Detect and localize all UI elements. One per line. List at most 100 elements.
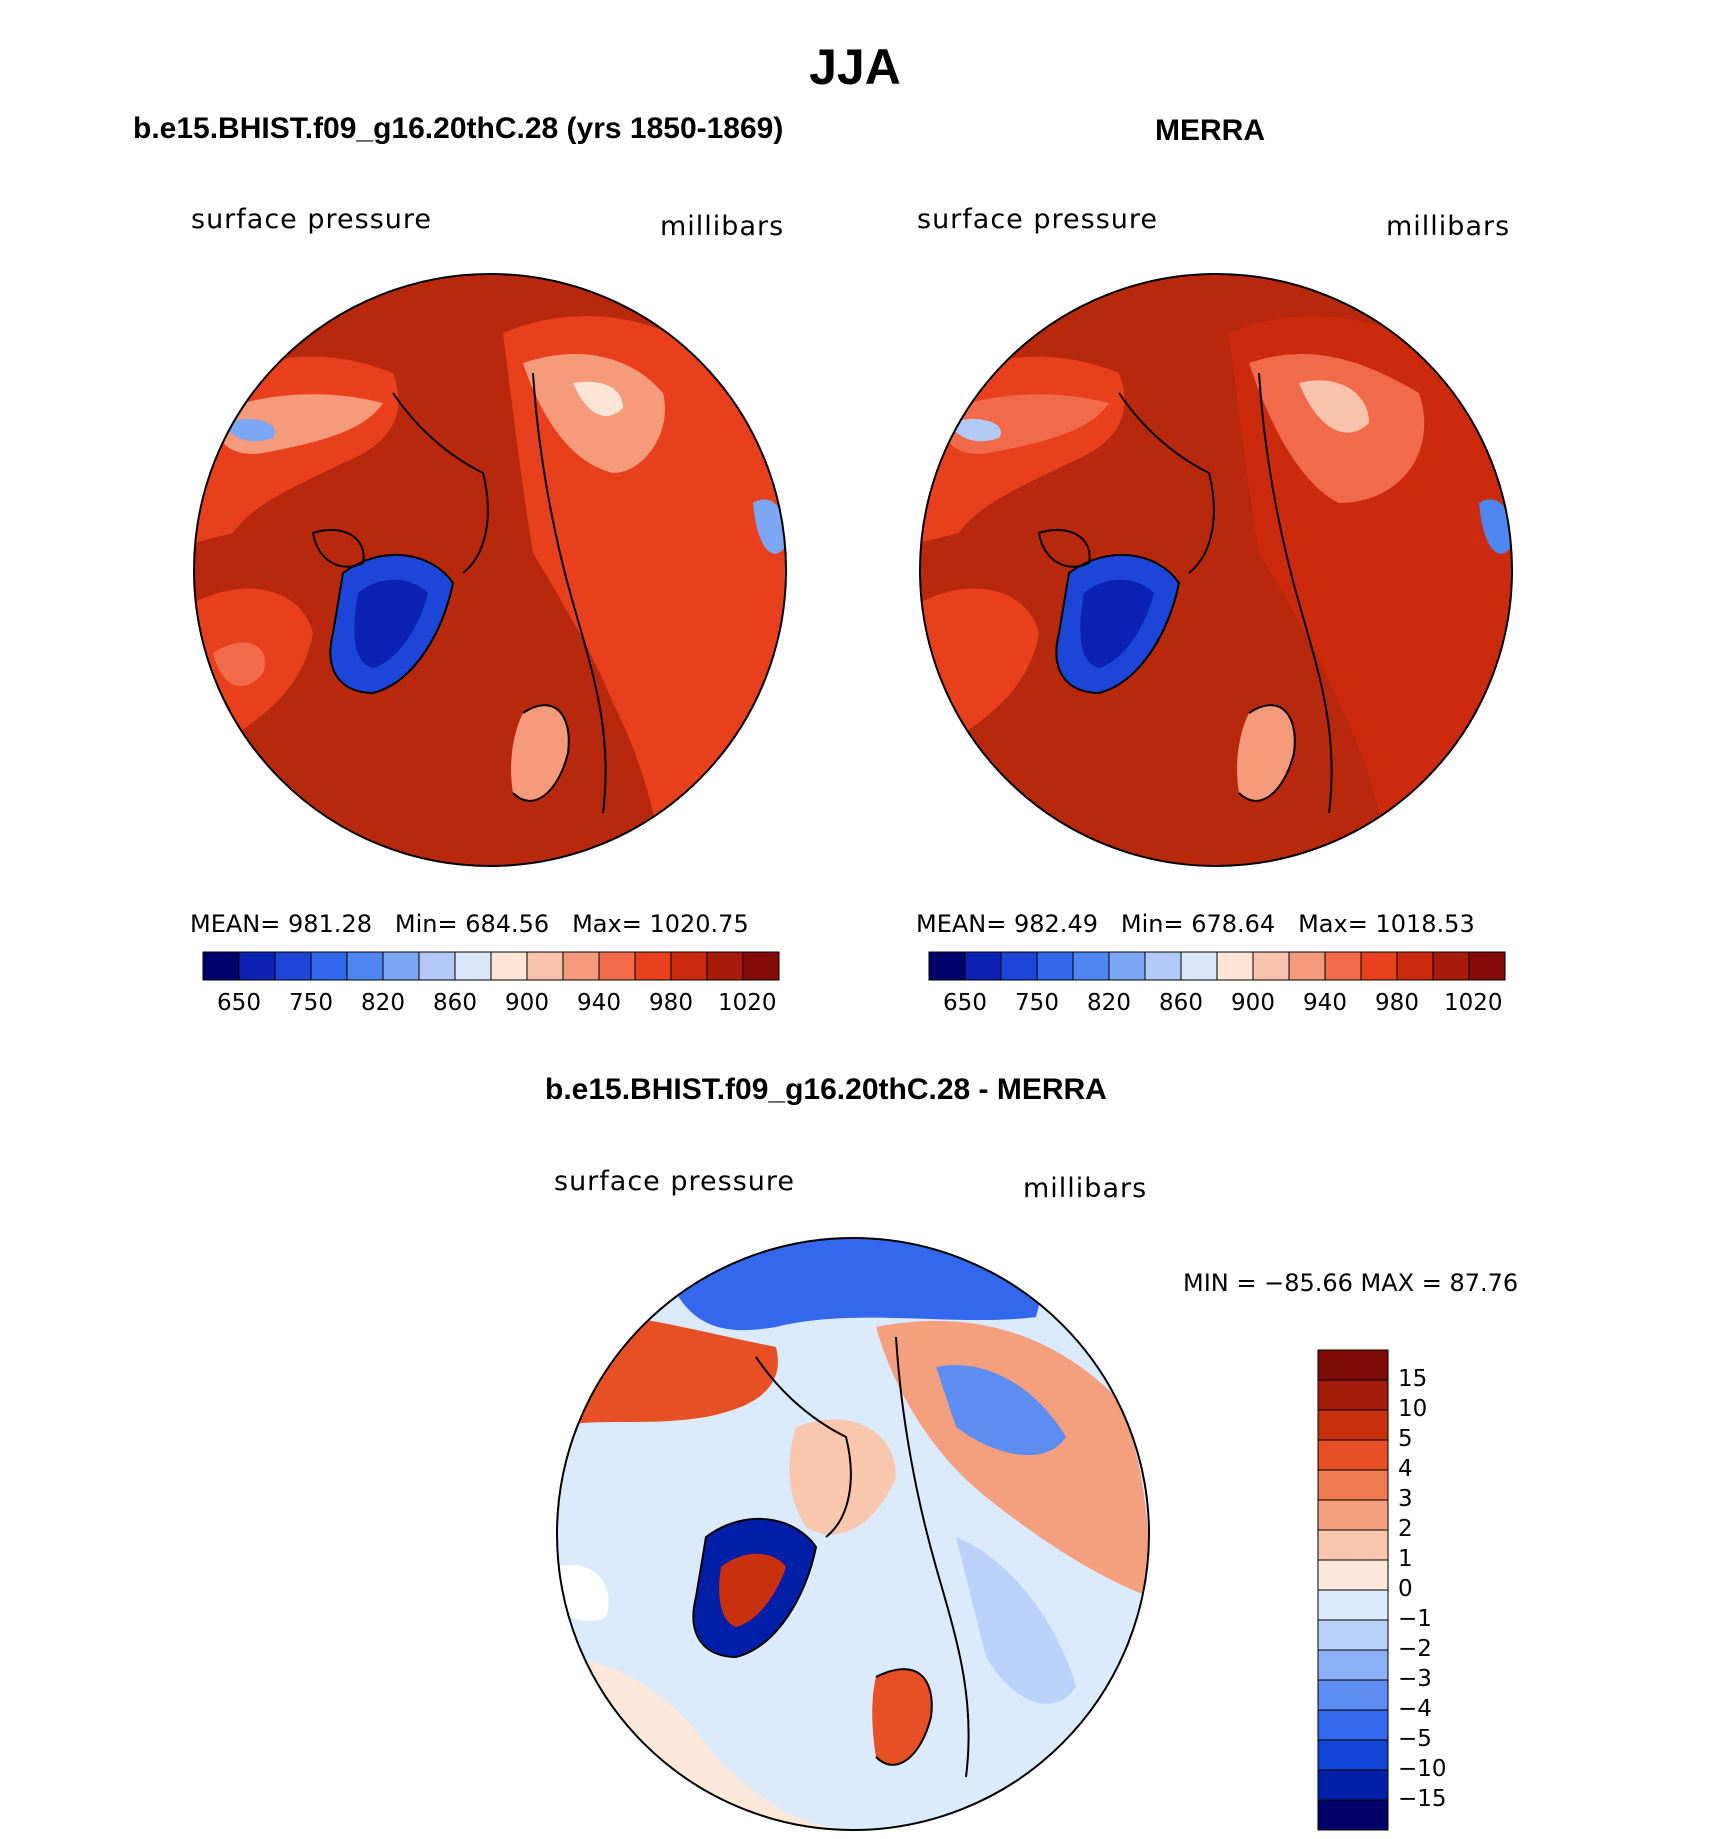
- colorbar-swatch: [1317, 1679, 1389, 1711]
- panel-1-variable-label: surface pressure: [191, 204, 432, 235]
- colorbar-swatch: [1317, 1589, 1389, 1621]
- colorbar-tick-label: 5: [1398, 1426, 1413, 1452]
- panel-2-units-label: millibars: [1386, 211, 1511, 242]
- diff-panel-min-max: MIN = −85.66 MAX = 87.76: [1183, 1269, 1519, 1297]
- colorbar-tick-label: 1020: [718, 990, 777, 1016]
- colorbar-swatch: [1324, 951, 1362, 981]
- colorbar-swatch: [1000, 951, 1038, 981]
- coastline: [755, 1356, 852, 1538]
- colorbar-tick-label: −3: [1398, 1666, 1432, 1692]
- colorbar-swatch: [1180, 951, 1218, 981]
- colorbar-tick-label: 940: [1303, 990, 1347, 1016]
- map-border: [556, 1237, 1150, 1831]
- colorbar-swatch: [598, 951, 636, 981]
- colorbar-swatch: [706, 951, 744, 981]
- rockies-low-pressure: [223, 418, 275, 442]
- scandinavia-coastline: [512, 704, 570, 802]
- map-border: [919, 273, 1513, 867]
- colorbar-swatch: [1317, 1379, 1389, 1411]
- colorbar-tick-label: 900: [505, 990, 549, 1016]
- colorbar-swatch: [1396, 951, 1434, 981]
- greenland-interior: [354, 579, 428, 668]
- colorbar-swatch: [1317, 1619, 1389, 1651]
- colorbar-tick-label: 650: [217, 990, 261, 1016]
- panel-2-max-label: Max=: [1298, 910, 1368, 938]
- himalaya-low-pressure: [1479, 499, 1512, 554]
- greenland-coastline: [329, 553, 455, 695]
- coastline: [1258, 372, 1333, 814]
- colorbar-swatch: [1317, 1439, 1389, 1471]
- pacific-negative-anomaly: [656, 1238, 1056, 1331]
- central-asia-shading: [523, 354, 665, 473]
- colorbar-tick-label: 820: [1087, 990, 1131, 1016]
- himalaya-low-pressure: [753, 499, 786, 554]
- baffin-coastline: [1037, 528, 1091, 568]
- colorbar-tick-label: 15: [1398, 1366, 1428, 1392]
- colorbar-tick-label: 750: [1015, 990, 1059, 1016]
- panel-2-mean-value: 982.49: [1014, 910, 1098, 938]
- rockies-low-pressure: [949, 418, 1001, 442]
- siberia-negative: [956, 1537, 1076, 1704]
- panel-2-colorbar-ticks: 650 750 820 860 900 940 980 1020: [929, 990, 1505, 1020]
- diff-panel-colorbar-ticks: 15 10 5 4 3 2 1 0 −1 −2 −3 −4 −5 −10 −15: [1398, 1350, 1478, 1830]
- panel-1-mean-label: MEAN=: [190, 910, 281, 938]
- panel-1-title: b.e15.BHIST.f09_g16.20thC.28 (yrs 1850-1…: [133, 112, 784, 145]
- diff-panel-title: b.e15.BHIST.f09_g16.20thC.28 - MERRA: [545, 1073, 1107, 1106]
- panel-2-polar-map: [919, 273, 1513, 867]
- colorbar-swatch: [1317, 1799, 1389, 1831]
- colorbar-swatch: [964, 951, 1002, 981]
- colorbar-tick-label: −5: [1398, 1726, 1432, 1752]
- colorbar-swatch: [1252, 951, 1290, 981]
- panel-1-max-value: 1020.75: [649, 910, 749, 938]
- panel-1-units-label: millibars: [660, 211, 785, 242]
- figure-title: JJA: [809, 39, 901, 95]
- colorbar-tick-label: 900: [1231, 990, 1275, 1016]
- diff-panel-colorbar: [1317, 1349, 1389, 1831]
- hudson-bay-neutral: [557, 1565, 609, 1622]
- colorbar-swatch: [562, 951, 600, 981]
- baffin-coastline: [311, 528, 365, 568]
- colorbar-swatch: [1317, 1649, 1389, 1681]
- colorbar-swatch: [1317, 1469, 1389, 1501]
- panel-1-colorbar-ticks: 650 750 820 860 900 940 980 1020: [203, 990, 779, 1020]
- colorbar-swatch: [1317, 1499, 1389, 1531]
- greenland-interior-positive: [719, 1553, 786, 1627]
- colorbar-tick-label: −10: [1398, 1756, 1447, 1782]
- colorbar-tick-label: 980: [1375, 990, 1419, 1016]
- scandinavia-anomaly: [872, 1669, 932, 1765]
- panel-2-variable-label: surface pressure: [917, 204, 1158, 235]
- colorbar-tick-label: 1020: [1444, 990, 1503, 1016]
- colorbar-swatch: [928, 951, 966, 981]
- colorbar-swatch: [1216, 951, 1254, 981]
- labrador-shading: [213, 642, 265, 687]
- colorbar-swatch: [418, 951, 456, 981]
- panel-2-mean-label: MEAN=: [916, 910, 1007, 938]
- eurasia-fill: [503, 316, 786, 866]
- panel-1-min-label: Min=: [394, 910, 458, 938]
- coastline: [895, 1336, 970, 1778]
- colorbar-swatch: [1144, 951, 1182, 981]
- map-border: [193, 273, 787, 867]
- colorbar-tick-label: 820: [361, 990, 405, 1016]
- colorbar-swatch: [1317, 1349, 1389, 1381]
- scandinavia-coastline: [875, 1668, 933, 1766]
- colorbar-swatch: [1036, 951, 1074, 981]
- colorbar-swatch: [1432, 951, 1470, 981]
- colorbar-swatch: [1317, 1709, 1389, 1741]
- colorbar-tick-label: 750: [289, 990, 333, 1016]
- asia-negative-patch: [936, 1365, 1066, 1456]
- coastline: [392, 392, 489, 574]
- colorbar-tick-label: 650: [943, 990, 987, 1016]
- diff-panel-polar-map: [556, 1237, 1150, 1831]
- colorbar-swatch: [1317, 1529, 1389, 1561]
- panel-2-title: MERRA: [1155, 114, 1265, 147]
- scandinavia-shading: [511, 705, 569, 801]
- tibet-high-terrain: [1299, 380, 1369, 433]
- colorbar-swatch: [1317, 1769, 1389, 1801]
- tibet-high-terrain: [573, 381, 623, 416]
- panel-1-stats: MEAN= 981.28 Min= 684.56 Max= 1020.75: [190, 910, 749, 938]
- colorbar-tick-label: 860: [1159, 990, 1203, 1016]
- colorbar-swatch: [670, 951, 708, 981]
- panel-2-max-value: 1018.53: [1375, 910, 1475, 938]
- pacific-high-pressure: [194, 274, 253, 368]
